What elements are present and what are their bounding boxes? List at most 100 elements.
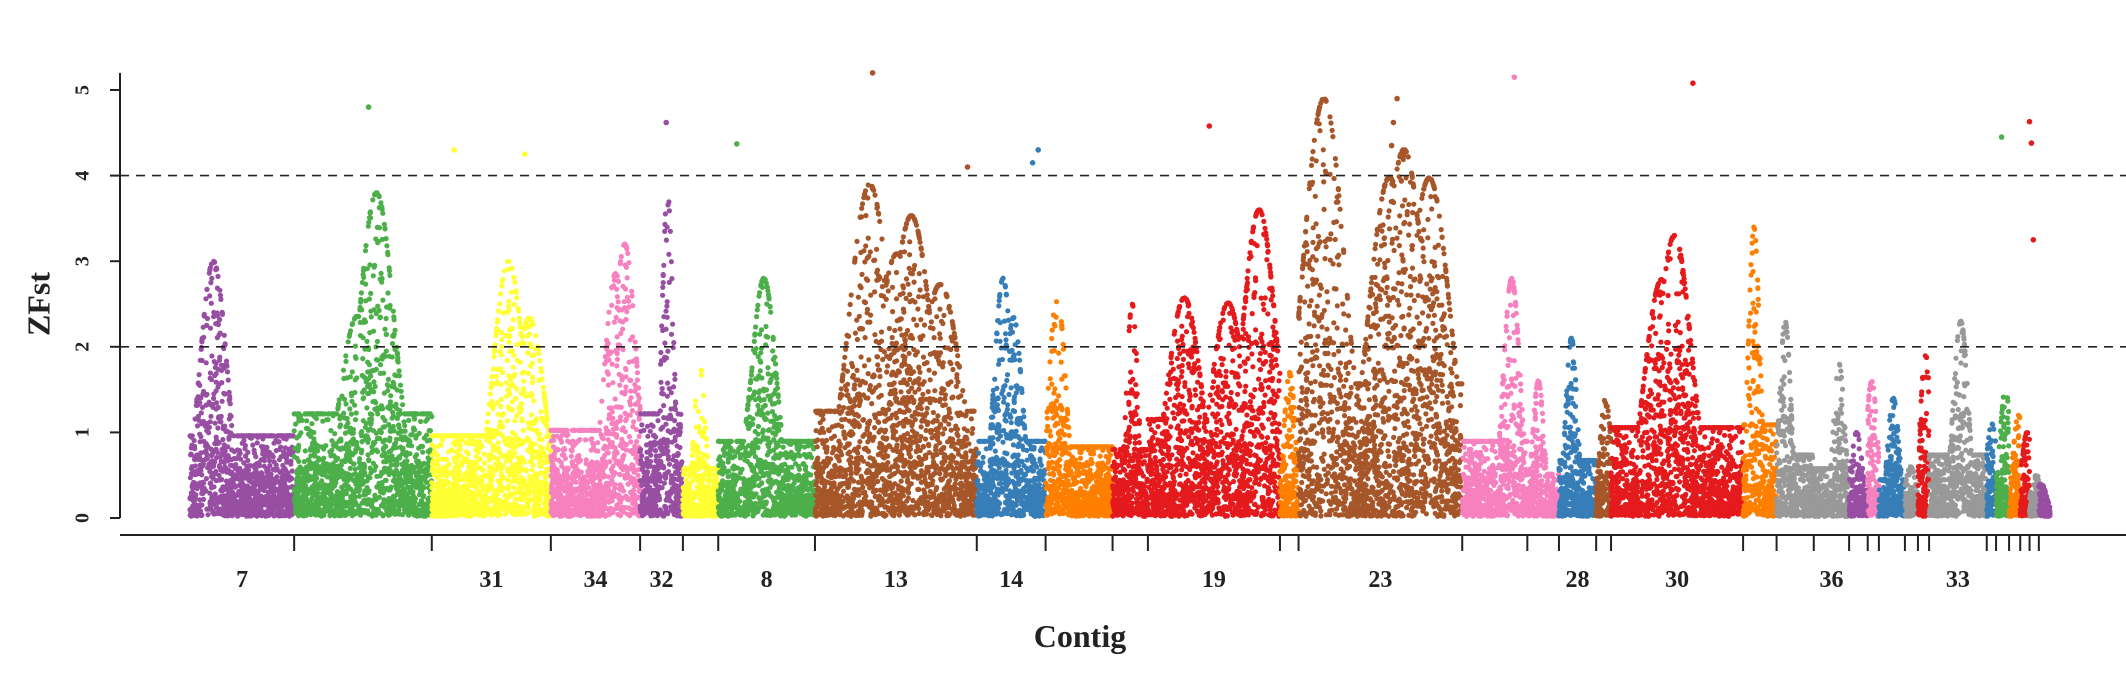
snp-point <box>598 420 603 425</box>
snp-point <box>369 314 374 319</box>
snp-point <box>221 426 226 431</box>
snp-point <box>512 418 517 423</box>
snp-point <box>661 263 666 268</box>
snp-point <box>214 435 219 440</box>
snp-point <box>607 412 612 417</box>
snp-point <box>201 389 206 394</box>
snp-point <box>378 315 383 320</box>
snp-point <box>521 428 526 433</box>
snp-point <box>336 495 341 500</box>
snp-point <box>361 335 366 340</box>
snp-point <box>453 494 458 499</box>
snp-point <box>191 491 196 496</box>
snp-point <box>634 360 639 365</box>
snp-point <box>523 321 528 326</box>
snp-point <box>613 494 618 499</box>
snp-point <box>321 463 326 468</box>
snp-point <box>374 367 379 372</box>
snp-point <box>603 354 608 359</box>
snp-point <box>609 285 614 290</box>
snp-point <box>363 248 368 253</box>
snp-point <box>513 432 518 437</box>
snp-point <box>544 458 549 463</box>
snp-point <box>433 482 438 487</box>
snp-point <box>254 500 259 505</box>
snp-point <box>444 466 449 471</box>
snp-point <box>534 416 539 421</box>
snp-point <box>382 353 387 358</box>
snp-point <box>255 510 260 515</box>
snp-point <box>509 349 514 354</box>
snp-point <box>368 411 373 416</box>
snp-point <box>297 501 302 506</box>
snp-point <box>428 428 433 433</box>
snp-point <box>365 266 370 271</box>
snp-point <box>521 379 526 384</box>
snp-point <box>541 385 546 390</box>
snp-point <box>513 288 518 293</box>
snp-point <box>512 280 517 285</box>
snp-point <box>317 411 322 416</box>
snp-point <box>253 462 258 467</box>
snp-point <box>544 414 549 419</box>
snp-point <box>354 410 359 415</box>
snp-point <box>203 457 208 462</box>
snp-point <box>364 502 369 507</box>
snp-point <box>573 466 578 471</box>
snp-point <box>344 491 349 496</box>
snp-point <box>191 498 196 503</box>
snp-point <box>389 485 394 490</box>
snp-point <box>351 496 356 501</box>
snp-point <box>516 489 521 494</box>
snp-point <box>313 469 318 474</box>
snp-point <box>204 360 209 365</box>
snp-point <box>529 412 534 417</box>
snp-point <box>588 428 593 433</box>
snp-point <box>405 485 410 490</box>
snp-point <box>368 309 373 314</box>
snp-point <box>397 511 402 516</box>
snp-point <box>496 308 501 313</box>
snp-point <box>372 497 377 502</box>
snp-point <box>347 406 352 411</box>
data-points <box>187 70 2052 519</box>
snp-point <box>242 476 247 481</box>
snp-point <box>350 509 355 514</box>
snp-point <box>199 410 204 415</box>
snp-point <box>514 507 519 512</box>
snp-point <box>292 454 297 459</box>
snp-point <box>405 491 410 496</box>
snp-point <box>629 462 634 467</box>
snp-point <box>252 448 257 453</box>
snp-point <box>425 461 430 466</box>
snp-point <box>637 434 642 439</box>
snp-point <box>379 204 384 209</box>
snp-point <box>533 333 538 338</box>
snp-point <box>634 427 639 432</box>
snp-point <box>419 411 424 416</box>
snp-point <box>343 509 348 514</box>
snp-point <box>616 404 621 409</box>
snp-point <box>594 507 599 512</box>
snp-point <box>246 492 251 497</box>
snp-point <box>565 465 570 470</box>
snp-point <box>540 446 545 451</box>
snp-point <box>595 449 600 454</box>
snp-point <box>430 503 435 508</box>
snp-point <box>220 469 225 474</box>
snp-point <box>362 462 367 467</box>
snp-point <box>511 442 516 447</box>
snp-point <box>620 327 625 332</box>
snp-point <box>209 301 214 306</box>
snp-point <box>404 453 409 458</box>
snp-point <box>624 265 629 270</box>
snp-point <box>436 444 441 449</box>
snp-point <box>424 508 429 513</box>
snp-point <box>509 290 514 295</box>
snp-point <box>226 430 231 435</box>
snp-point <box>208 481 213 486</box>
snp-point <box>332 411 337 416</box>
snp-point <box>499 283 504 288</box>
snp-point <box>306 464 311 469</box>
snp-point <box>516 480 521 485</box>
